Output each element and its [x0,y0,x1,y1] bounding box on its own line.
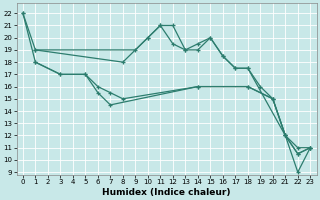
X-axis label: Humidex (Indice chaleur): Humidex (Indice chaleur) [102,188,231,197]
